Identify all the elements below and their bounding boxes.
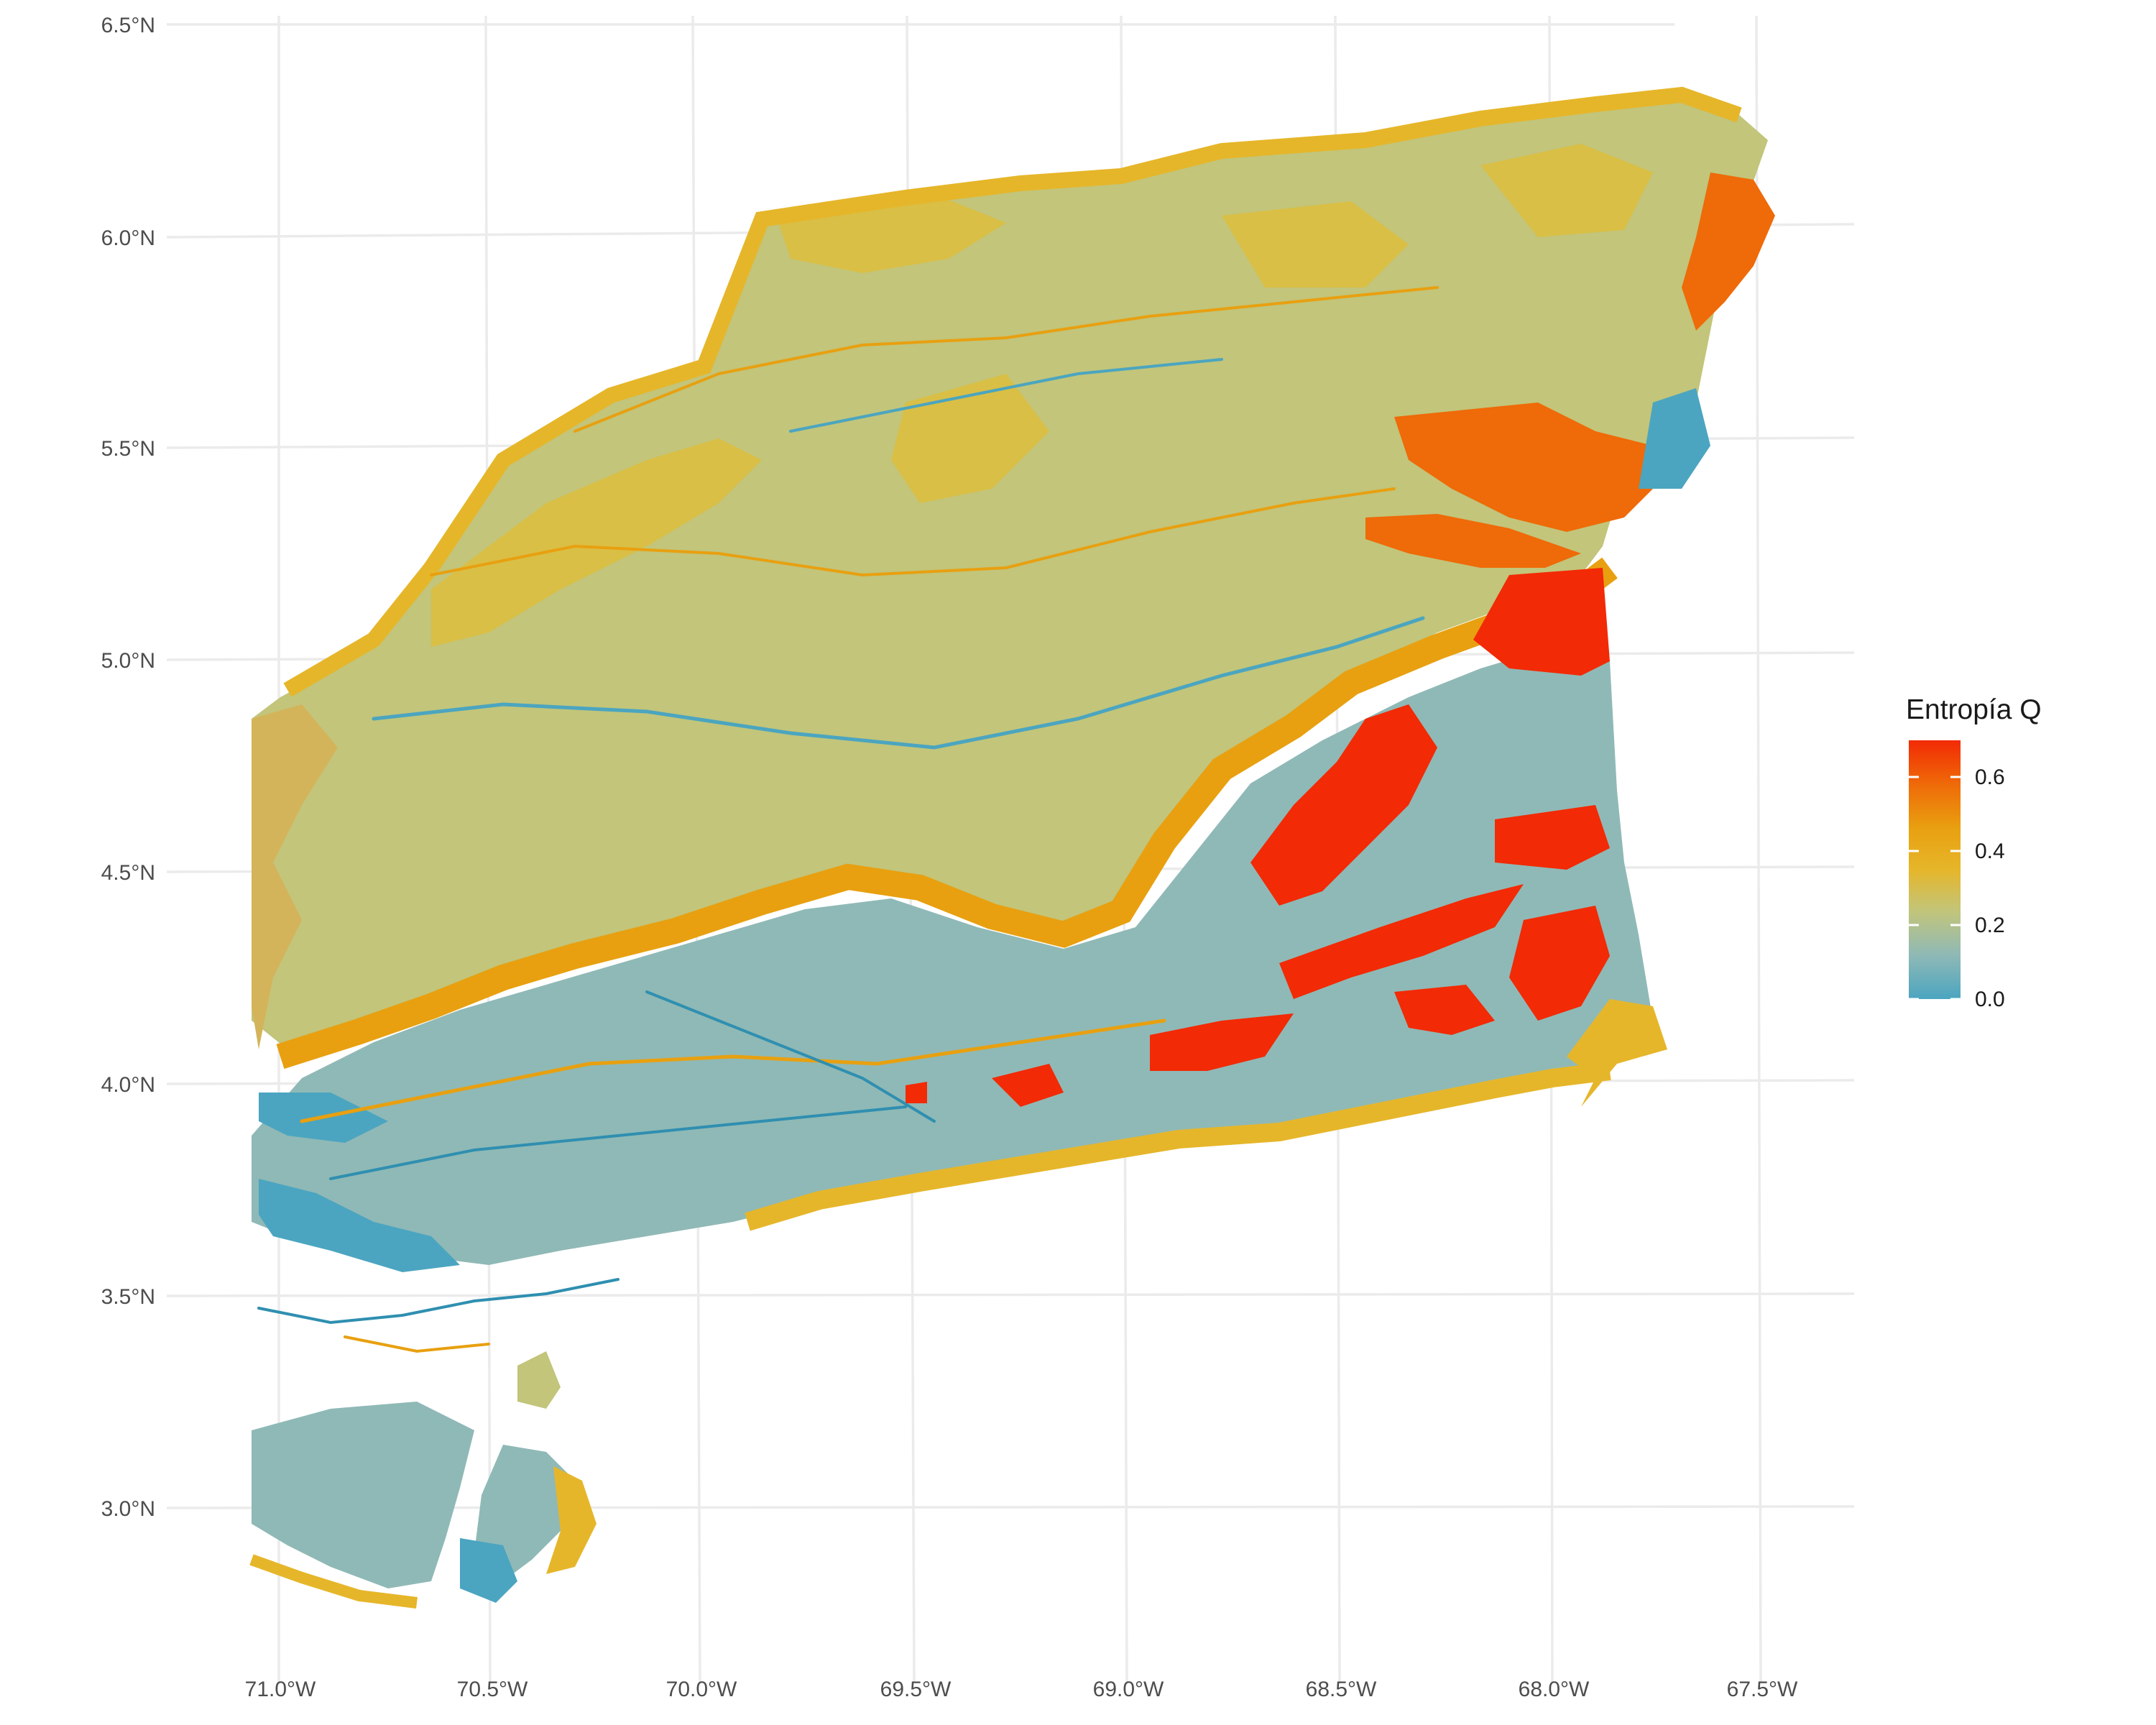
region-far-south-patch xyxy=(517,1351,561,1409)
river-far-south-2 xyxy=(344,1335,490,1353)
river-north-4 xyxy=(789,358,1223,433)
grid-lat-3.5 xyxy=(166,1292,1855,1297)
region-southwest-wetland xyxy=(259,1179,460,1272)
x-tick-70.5: 70.5°W xyxy=(457,1678,528,1701)
region-far-south-lake xyxy=(460,1538,517,1603)
region-red-5 xyxy=(1150,1013,1294,1071)
region-red-8 xyxy=(992,1064,1064,1107)
legend: Entropía Q 0.6 0.4 0.2 0.0 xyxy=(1906,694,2042,1011)
y-tick-5.5: 5.5°N xyxy=(101,437,155,461)
region-red-2 xyxy=(1250,704,1437,906)
region-red-9 xyxy=(906,1082,927,1103)
region-north-yellow-1 xyxy=(431,438,762,647)
region-northeast-high-2 xyxy=(1365,514,1581,568)
river-north-main xyxy=(372,616,1425,750)
legend-ticks xyxy=(1909,776,1961,1000)
region-red-3 xyxy=(1495,805,1610,870)
legend-colorbar xyxy=(1909,740,1961,999)
y-tick-5.0: 5.0°N xyxy=(101,649,155,673)
x-tick-69.0: 69.0°W xyxy=(1093,1678,1164,1701)
grid-lon-67.5 xyxy=(1755,15,1762,1683)
x-tick-68.5: 68.5°W xyxy=(1306,1678,1377,1701)
x-axis-labels: 71.0°W 70.5°W 70.0°W 69.5°W 69.0°W 68.5°… xyxy=(245,1678,1798,1701)
x-tick-67.5: 67.5°W xyxy=(1727,1678,1798,1701)
y-axis-labels: 6.5°N 6.0°N 5.5°N 5.0°N 4.5°N 4.0°N 3.5°… xyxy=(101,14,155,1521)
legend-label-0.0: 0.0 xyxy=(1975,988,2005,1011)
region-red-1 xyxy=(1473,568,1610,676)
region-red-6 xyxy=(1509,906,1610,1021)
y-tick-6.5: 6.5°N xyxy=(101,14,155,37)
region-polygons xyxy=(249,86,1775,1609)
region-north-yellow-5 xyxy=(1480,144,1653,237)
river-north-3 xyxy=(573,286,1439,433)
x-tick-68.0: 68.0°W xyxy=(1519,1678,1590,1701)
region-northeast-coast-blue xyxy=(1639,388,1710,489)
region-northeast-tip xyxy=(1682,172,1775,331)
region-south-coast-band xyxy=(745,1062,1611,1231)
region-far-south-bottom-band xyxy=(249,1554,418,1609)
region-far-south-1 xyxy=(252,1402,474,1588)
y-tick-6.0: 6.0°N xyxy=(101,226,155,250)
legend-label-0.6: 0.6 xyxy=(1975,765,2005,789)
region-north-mid xyxy=(252,97,1768,1049)
region-northeast-high xyxy=(1394,402,1667,532)
legend-label-0.2: 0.2 xyxy=(1975,914,2005,937)
region-red-7 xyxy=(1394,985,1495,1035)
y-tick-4.5: 4.5°N xyxy=(101,861,155,885)
region-north-yellow-3 xyxy=(1222,201,1409,288)
x-tick-70.0: 70.0°W xyxy=(666,1678,737,1701)
river-far-south-1 xyxy=(257,1278,619,1325)
region-red-4 xyxy=(1279,884,1524,999)
y-tick-3.5: 3.5°N xyxy=(101,1285,155,1309)
river-south-main xyxy=(300,1018,1166,1123)
region-north-yellow-4 xyxy=(891,374,1049,503)
region-central-orange-band xyxy=(276,557,1618,1070)
region-west-fringe xyxy=(252,704,338,1049)
x-tick-69.5: 69.5°W xyxy=(880,1678,952,1701)
legend-title: Entropía Q xyxy=(1906,694,2042,725)
river-network xyxy=(257,286,1439,1353)
y-tick-4.0: 4.0°N xyxy=(101,1073,155,1097)
region-southeast-cap xyxy=(1567,999,1667,1107)
region-north-coast-band xyxy=(283,86,1742,697)
x-tick-71.0: 71.0°W xyxy=(245,1678,316,1701)
river-south-3 xyxy=(645,990,936,1123)
region-far-south-orange xyxy=(546,1466,596,1574)
legend-label-0.4: 0.4 xyxy=(1975,840,2005,863)
river-north-2 xyxy=(430,487,1396,577)
y-tick-3.0: 3.0°N xyxy=(101,1497,155,1521)
river-south-2 xyxy=(329,1105,907,1180)
